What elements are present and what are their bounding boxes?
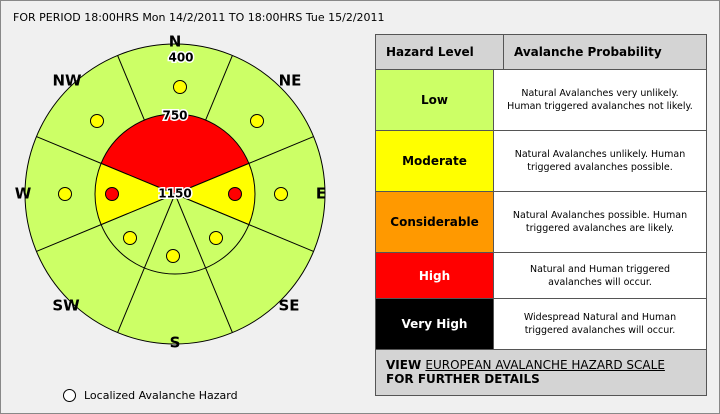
direction-label: N [169, 33, 182, 51]
hazard-level: Low [376, 70, 494, 130]
direction-label: SE [278, 297, 299, 315]
sector-line [117, 55, 145, 121]
sector [173, 162, 256, 226]
hazard-dot [250, 114, 264, 128]
table-row: High Natural and Human triggered avalanch… [376, 253, 706, 299]
scale-link[interactable]: EUROPEAN AVALANCHE HAZARD SCALE [425, 358, 665, 372]
hazard-dot [173, 80, 187, 94]
hazard-dot [58, 187, 72, 201]
hazard-dot [166, 249, 180, 263]
table-header: Hazard Level Avalanche Probability [376, 35, 706, 70]
direction-label: NW [52, 72, 82, 90]
hazard-dot [274, 187, 288, 201]
probability: Natural Avalanches very unlikely. Human … [494, 70, 706, 130]
footer-text: FOR FURTHER DETAILS [386, 372, 540, 386]
hazard-dot [123, 231, 137, 245]
sector-line [36, 224, 102, 252]
table-body: Low Natural Avalanches very unlikely. Hum… [376, 70, 706, 350]
table-row: Low Natural Avalanches very unlikely. Hum… [376, 70, 706, 131]
sector-line [36, 136, 102, 164]
probability: Natural and Human triggered avalanches w… [494, 253, 706, 298]
legend-label: Localized Avalanche Hazard [84, 389, 238, 402]
hazard-level: Considerable [376, 192, 494, 252]
direction-label: W [15, 185, 32, 203]
legend-symbol [63, 389, 76, 402]
sector-line [117, 267, 145, 333]
hazard-table: Hazard Level Avalanche Probability Low Na… [375, 34, 707, 396]
header-cell: Avalanche Probability [504, 35, 706, 69]
sector [100, 113, 250, 195]
probability: Widespread Natural and Human triggered a… [494, 299, 706, 349]
hazard-dot [90, 114, 104, 128]
direction-label: S [170, 334, 181, 352]
direction-label: NE [279, 72, 302, 90]
probability: Natural Avalanches possible. Human trigg… [494, 192, 706, 252]
elevation-label: 1150 [158, 187, 191, 201]
sector-line [248, 224, 314, 252]
sector-line [248, 136, 314, 164]
table-row: Considerable Natural Avalanches possible.… [376, 192, 706, 253]
period: FOR PERIOD 18:00HRS Mon 14/2/2011 TO 18:… [13, 11, 385, 24]
probability: Natural Avalanches unlikely. Human trigg… [494, 131, 706, 191]
table-row: Very High Widespread Natural and Human tr… [376, 299, 706, 350]
hazard-level: High [376, 253, 494, 298]
sector-line [205, 55, 233, 121]
sector [100, 193, 250, 275]
sector-line [143, 193, 176, 269]
sector-line [205, 267, 233, 333]
header-cell: Hazard Level [376, 35, 504, 69]
table-footer: VIEW EUROPEAN AVALANCHE HAZARD SCALE FOR… [376, 350, 706, 395]
hazard-dot [209, 231, 223, 245]
sector-line [174, 193, 207, 269]
hazard-level: Moderate [376, 131, 494, 191]
direction-label: E [316, 185, 326, 203]
elevation-label: 400 [168, 51, 193, 65]
sector [94, 162, 177, 226]
hazard-rose: N NE E SE S SW W NW 400 750 1150 [15, 33, 326, 352]
table-row: Moderate Natural Avalanches unlikely. Hum… [376, 131, 706, 192]
hazard-level: Very High [376, 299, 494, 349]
legend: Localized Avalanche Hazard [63, 389, 238, 402]
hazard-dot [228, 187, 242, 201]
hazard-dot [105, 187, 119, 201]
elevation-label: 750 [162, 109, 187, 123]
direction-label: SW [52, 297, 80, 315]
rose-shapes [24, 43, 326, 345]
footer-text: VIEW [386, 358, 422, 372]
